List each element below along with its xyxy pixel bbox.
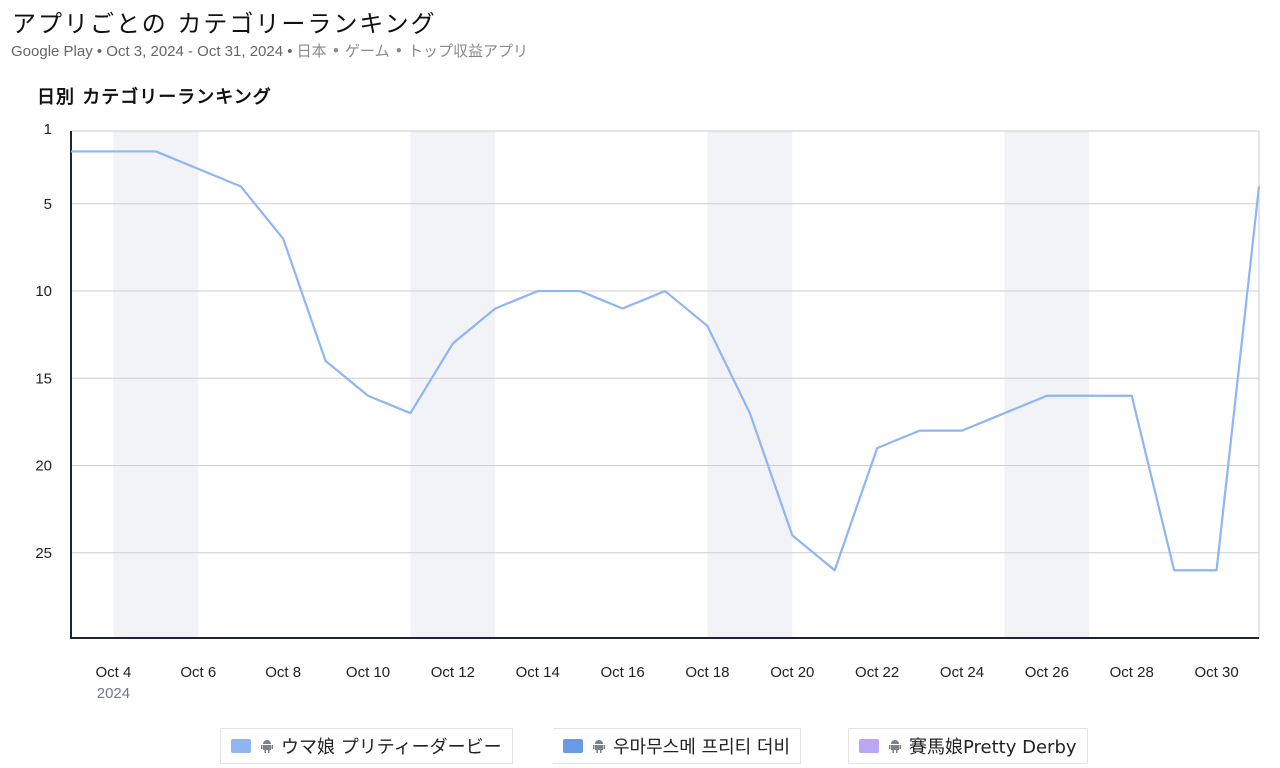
- x-tick-label: Oct 6: [180, 664, 216, 681]
- x-tick-label: Oct 24: [940, 664, 984, 681]
- x-tick-label: Oct 4: [95, 664, 131, 681]
- x-tick-label: Oct 18: [685, 664, 729, 681]
- chart-title: 日別 カテゴリーランキング: [37, 87, 272, 108]
- weekend-band: [410, 131, 496, 638]
- x-tick-label: Oct 16: [600, 664, 644, 681]
- legend-item-uma-tw[interactable]: 賽馬娘Pretty Derby: [848, 728, 1088, 764]
- x-tick-label: Oct 14: [516, 664, 560, 681]
- legend-label: 賽馬娘Pretty Derby: [909, 737, 1077, 758]
- weekend-band: [1004, 131, 1090, 638]
- weekend-band: [113, 131, 199, 638]
- y-tick-label: 10: [35, 283, 52, 300]
- x-tick-label: Oct 28: [1110, 664, 1154, 681]
- weekend-band: [707, 131, 793, 638]
- legend-label: 우마무스메 프리티 더비: [613, 737, 791, 758]
- y-tick-label: 1: [44, 121, 52, 138]
- legend-label: ウマ娘 プリティーダービー: [281, 737, 502, 758]
- android-icon: [593, 740, 605, 753]
- subtitle-filters: 日本 • ゲーム • トップ収益アプリ: [296, 42, 528, 60]
- x-tick-label: Oct 30: [1194, 664, 1238, 681]
- y-tick-label: 25: [35, 545, 52, 562]
- page-title: アプリごとの カテゴリーランキング: [12, 10, 437, 38]
- x-year-label: 2024: [97, 685, 130, 702]
- x-tick-label: Oct 8: [265, 664, 301, 681]
- legend-swatch: [231, 739, 251, 753]
- android-icon: [261, 740, 273, 753]
- y-tick-label: 15: [35, 370, 52, 387]
- subtitle-store-dates: Google Play • Oct 3, 2024 - Oct 31, 2024…: [11, 43, 297, 60]
- x-tick-label: Oct 12: [431, 664, 475, 681]
- y-tick-label: 20: [35, 458, 52, 475]
- x-tick-label: Oct 20: [770, 664, 814, 681]
- x-tick-label: Oct 10: [346, 664, 390, 681]
- legend-swatch: [563, 739, 583, 753]
- x-tick-label: Oct 22: [855, 664, 899, 681]
- x-tick-label: Oct 26: [1025, 664, 1069, 681]
- legend-item-uma-jp[interactable]: ウマ娘 プリティーダービー: [220, 728, 513, 764]
- legend-item-uma-kr[interactable]: 우마무스메 프리티 더비: [553, 728, 802, 764]
- page-subtitle: Google Play • Oct 3, 2024 - Oct 31, 2024…: [11, 40, 528, 61]
- y-tick-label: 5: [44, 196, 52, 213]
- legend-swatch: [859, 739, 879, 753]
- android-icon: [889, 740, 901, 753]
